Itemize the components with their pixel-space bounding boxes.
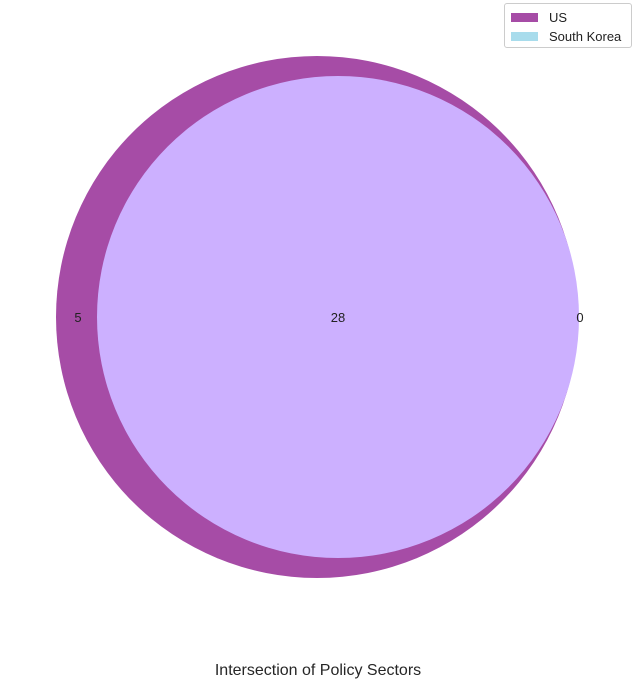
legend-label-south-korea: South Korea — [549, 29, 622, 44]
region-label-us-only: 5 — [74, 310, 81, 325]
legend-item-south-korea: South Korea — [511, 27, 625, 46]
region-label-south-korea-only: 0 — [576, 310, 583, 325]
legend-label-us: US — [549, 10, 568, 25]
legend-item-us: US — [511, 8, 625, 27]
legend: US South Korea — [504, 3, 632, 48]
legend-swatch-us — [511, 13, 538, 22]
region-label-intersection: 28 — [331, 310, 345, 325]
legend-swatch-south-korea — [511, 32, 538, 41]
chart-title: Intersection of Policy Sectors — [214, 662, 422, 679]
venn-circle-south-korea — [97, 76, 579, 558]
